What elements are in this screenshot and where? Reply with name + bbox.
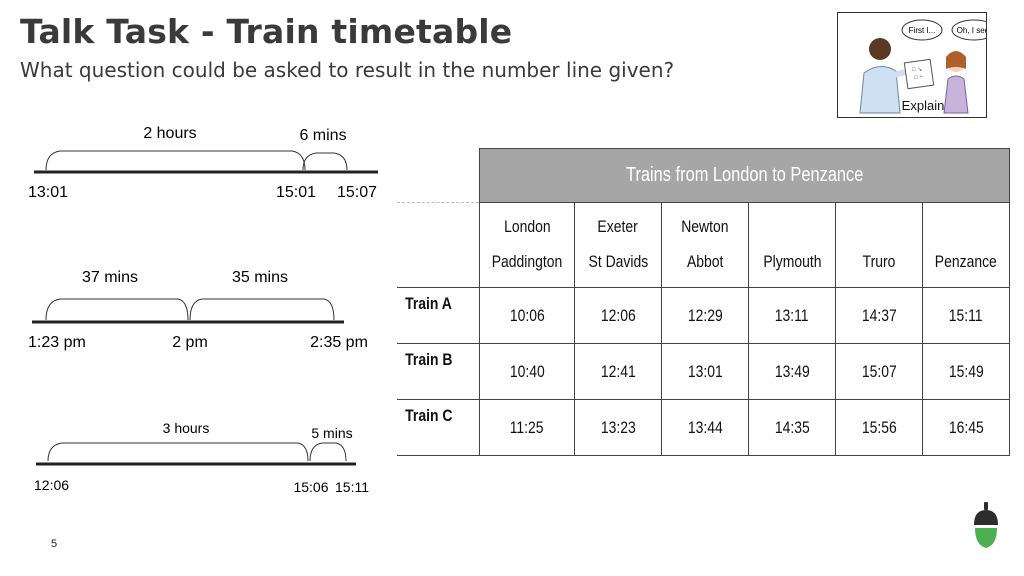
slide-title: Talk Task - Train timetable <box>20 12 513 51</box>
segment-label: 5 mins <box>311 425 352 441</box>
train-timetable: Trains from London to Penzance London Pad… <box>397 148 1011 456</box>
station-header: Exeter St Davids <box>574 202 663 288</box>
mark-label: 15:07 <box>337 184 377 201</box>
segment-label: 35 mins <box>232 269 288 286</box>
train-label: Train C <box>397 399 480 456</box>
station-header: London Paddington <box>478 202 576 288</box>
number-lines: 2 hours 6 mins 13:01 15:01 15:07 37 mins… <box>28 125 378 495</box>
bubble-left-text: First I... <box>909 26 936 35</box>
time-cell: 13:11 <box>748 287 837 344</box>
slide-subtitle: What question could be asked to result i… <box>20 58 675 82</box>
number-line-3: 3 hours 5 mins 12:06 15:06 15:11 <box>34 420 369 495</box>
time-cell: 10:40 <box>478 343 576 400</box>
time-cell: 13:44 <box>661 399 750 456</box>
table-corner <box>397 148 480 203</box>
explain-label: Explain <box>902 98 945 113</box>
mark-label: 15:01 <box>276 184 316 201</box>
time-cell: 16:45 <box>922 399 1011 456</box>
segment-label: 37 mins <box>82 269 138 286</box>
station-row: London Paddington Exeter St Davids Newton A… <box>397 202 1011 288</box>
mark-label: 12:06 <box>34 477 69 493</box>
explain-illustration: First I... Oh, I see! □ ↘ □ ÷ Explain <box>837 12 997 118</box>
page-number: 5 <box>51 538 58 550</box>
time-cell: 15:07 <box>835 343 924 400</box>
time-cell: 10:06 <box>478 287 576 344</box>
segment-label: 6 mins <box>299 127 346 144</box>
train-label: Train A <box>397 287 480 344</box>
segment-label: 2 hours <box>143 125 196 142</box>
time-cell: 12:06 <box>574 287 663 344</box>
oak-acorn-logo-icon <box>974 502 998 548</box>
mark-label: 2 pm <box>172 334 208 351</box>
station-header: Plymouth <box>748 202 837 288</box>
time-cell: 11:25 <box>478 399 576 456</box>
time-cell: 13:23 <box>574 399 663 456</box>
time-cell: 15:11 <box>922 287 1011 344</box>
number-line-1: 2 hours 6 mins 13:01 15:01 15:07 <box>28 125 378 201</box>
mark-label: 13:01 <box>28 184 68 201</box>
time-cell: 15:49 <box>922 343 1011 400</box>
time-cell: 14:35 <box>748 399 837 456</box>
station-header: Truro <box>835 202 924 288</box>
bubble-right-text: Oh, I see! <box>957 26 986 35</box>
table-row: Train B 10:40 12:41 13:01 13:49 15:07 15… <box>397 343 1011 400</box>
time-cell: 15:56 <box>835 399 924 456</box>
time-cell: 13:01 <box>661 343 750 400</box>
time-cell: 13:49 <box>748 343 837 400</box>
station-header: Penzance <box>922 202 1011 288</box>
mark-label: 1:23 pm <box>28 334 86 351</box>
time-cell: 12:29 <box>661 287 750 344</box>
table-row: Train A 10:06 12:06 12:29 13:11 14:37 15… <box>397 287 1011 344</box>
svg-text:□ ÷: □ ÷ <box>914 75 923 81</box>
segment-label: 3 hours <box>163 420 210 436</box>
time-cell: 14:37 <box>835 287 924 344</box>
svg-text:□ ↘: □ ↘ <box>912 67 922 73</box>
explain-illustration-icon: First I... Oh, I see! □ ↘ □ ÷ Explain <box>859 19 997 114</box>
timetable-title: Trains from London to Penzance <box>478 148 1011 203</box>
time-cell: 12:41 <box>574 343 663 400</box>
mark-label: 15:06 <box>293 479 328 495</box>
station-header: Newton Abbot <box>661 202 750 288</box>
table-corner <box>397 202 480 288</box>
train-label: Train B <box>397 343 480 400</box>
mark-label: 15:11 <box>335 479 369 495</box>
mark-label: 2:35 pm <box>310 334 368 351</box>
table-row: Train C 11:25 13:23 13:44 14:35 15:56 16… <box>397 399 1011 456</box>
number-line-2: 37 mins 35 mins 1:23 pm 2 pm 2:35 pm <box>28 269 368 351</box>
